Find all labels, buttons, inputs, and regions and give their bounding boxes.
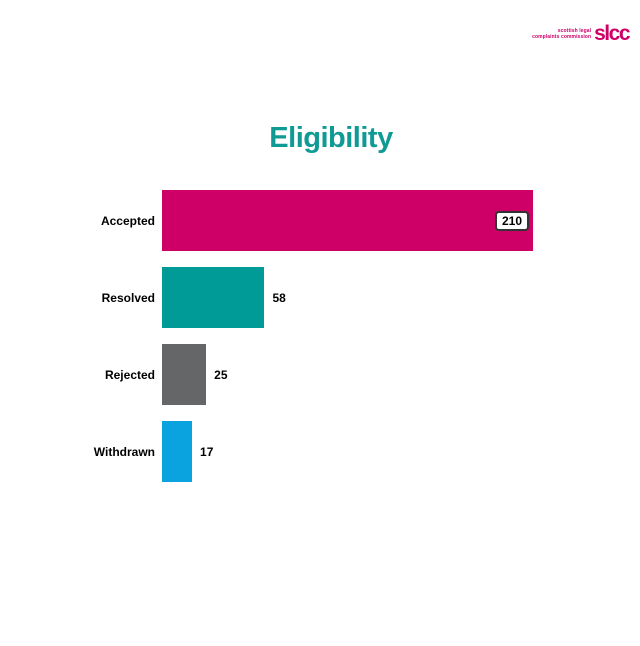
value-label: 25 [214,367,228,382]
bar-row-accepted: Accepted 210 210 [0,190,640,251]
chart-title: Eligibility [269,122,393,154]
bar-row-rejected: Rejected 25 25 [0,344,640,405]
bar-row-resolved: Resolved 58 58 [0,267,640,328]
value-box: 210 [494,210,529,231]
category-label: Rejected [104,367,155,382]
logo-wordmark: slcc [594,22,630,45]
bar-resolved: 58 [162,267,265,328]
bar-withdrawn: 17 [162,421,193,482]
logo-tagline-line1: scottish legal [557,27,592,34]
logo-tagline: scottish legal complaints commission [532,28,591,40]
bar-rejected: 25 [162,344,207,405]
value-label: 17 [200,444,214,459]
bar-row-withdrawn: Withdrawn 17 17 [0,421,640,482]
logo-tagline-line2: complaints commission [532,33,592,40]
slcc-logo: scottish legal complaints commission slc… [532,22,630,45]
category-label: Withdrawn [93,444,155,459]
category-label: Resolved [101,290,155,305]
category-label: Accepted [100,213,155,228]
value-label: 58 [272,290,286,305]
bar-accepted: 210 [162,190,533,251]
bar-chart: Accepted 210 210 Resolved 58 58 Rejected… [0,190,640,498]
